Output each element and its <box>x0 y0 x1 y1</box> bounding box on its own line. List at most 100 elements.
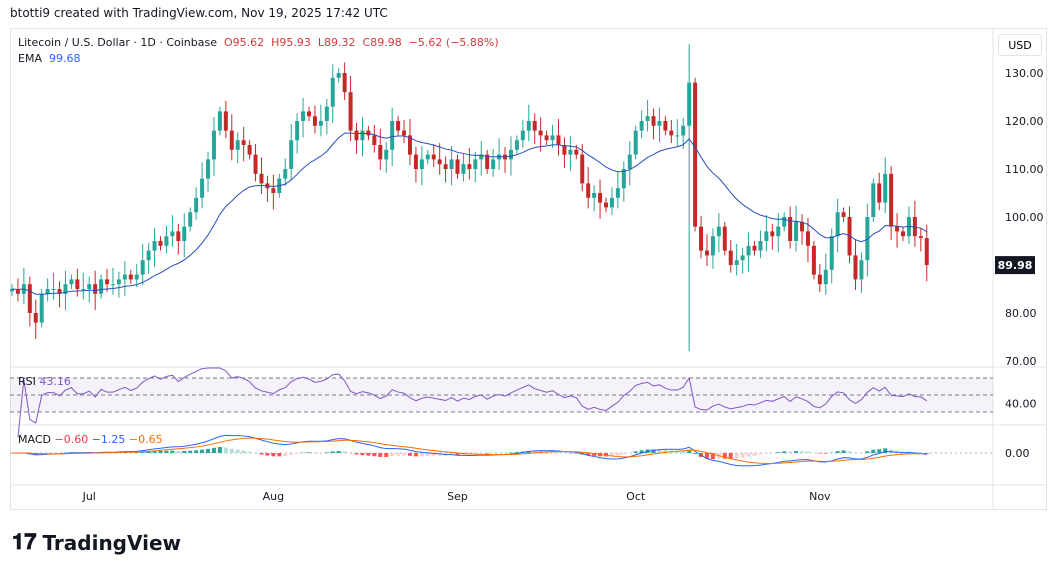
macd-hist-bar <box>200 449 205 453</box>
symbol-name[interactable]: Litecoin / U.S. Dollar · 1D · Coinbase <box>18 36 217 49</box>
symbol-legend: Litecoin / U.S. Dollar · 1D · Coinbase O… <box>18 35 499 67</box>
candle <box>805 217 810 263</box>
candle-body <box>336 73 341 78</box>
candle <box>740 247 745 274</box>
candle <box>152 227 157 267</box>
macd-hist-bar <box>164 450 169 453</box>
macd-hist-bar <box>764 453 769 454</box>
candle-body <box>105 279 110 285</box>
candle <box>794 205 799 252</box>
candle <box>586 167 591 209</box>
macd-hist-bar <box>235 449 240 453</box>
candle <box>817 264 822 292</box>
macd-hist-bar <box>265 453 270 456</box>
price-tick: 80.00 <box>1005 307 1037 320</box>
candle <box>211 117 216 176</box>
candle-body <box>93 284 98 294</box>
candle-body <box>366 130 371 136</box>
candle <box>752 241 757 256</box>
open-value: O95.62 <box>223 36 265 49</box>
candle-body <box>378 145 383 160</box>
macd-hist-bar <box>188 450 193 453</box>
macd-label[interactable]: MACD <box>18 433 51 446</box>
candle <box>728 240 733 273</box>
candle <box>835 198 840 253</box>
chart-frame[interactable] <box>10 28 1047 510</box>
macd-hist-bar <box>734 453 739 459</box>
candle-body <box>348 92 353 131</box>
time-tick: Oct <box>626 490 646 503</box>
macd-hist-bar <box>217 447 222 453</box>
candle <box>710 228 715 269</box>
candle-body <box>609 197 614 208</box>
macd-hist-bar <box>823 453 828 454</box>
candle-body <box>431 154 436 160</box>
macd-tick: 0.00 <box>1005 447 1030 460</box>
candle <box>615 171 620 209</box>
candle <box>289 123 294 180</box>
candle <box>146 242 151 274</box>
macd-hist-bar <box>455 453 460 456</box>
candle-body <box>895 226 900 232</box>
rsi-label[interactable]: RSI <box>18 375 36 388</box>
macd-hist-bar <box>746 453 751 457</box>
candle-body <box>841 212 846 217</box>
candle <box>532 113 537 145</box>
macd-hist-bar <box>152 450 157 453</box>
candle-body <box>206 159 211 179</box>
price-tick: 110.00 <box>1005 163 1044 176</box>
price-tick: 120.00 <box>1005 115 1044 128</box>
candle <box>461 153 466 182</box>
macd-hist-bar <box>871 449 876 453</box>
candle <box>396 116 401 136</box>
candle-body <box>75 279 80 289</box>
candle-body <box>746 245 751 256</box>
macd-hist-bar <box>805 451 810 453</box>
candle-body <box>776 226 781 237</box>
macd-hist-bar <box>146 451 151 453</box>
candle <box>99 274 104 299</box>
candle-body <box>69 279 74 285</box>
macd-hist-bar <box>800 451 805 453</box>
macd-hist-bar <box>336 451 341 453</box>
macd-hist-bar <box>396 453 401 456</box>
candle <box>342 62 347 100</box>
candle <box>271 174 276 210</box>
candle <box>859 252 864 293</box>
macd-hist-bar <box>556 452 561 453</box>
candle <box>604 197 608 213</box>
macd-hist-bar <box>485 453 490 454</box>
ema-label[interactable]: EMA <box>18 52 42 65</box>
candle-body <box>764 231 769 241</box>
candle <box>550 124 555 148</box>
candle-body <box>176 231 181 241</box>
macd-hist-bar <box>794 451 799 453</box>
candle-body <box>663 121 668 131</box>
candle <box>39 289 44 328</box>
candle-body <box>883 173 888 203</box>
candle-body <box>865 217 870 261</box>
macd-hist-bar <box>609 453 614 457</box>
candle <box>176 223 181 255</box>
macd-hist-bar <box>710 453 715 460</box>
candle <box>301 97 306 138</box>
candle <box>378 128 383 170</box>
candle-body <box>651 116 656 126</box>
candle <box>663 116 668 136</box>
candle-body <box>122 274 127 280</box>
candle-body <box>33 313 38 323</box>
candle-body <box>901 231 905 237</box>
candle-body <box>811 245 816 275</box>
currency-button[interactable]: USD <box>998 34 1042 56</box>
macd-hist-bar <box>883 448 888 453</box>
candle <box>105 268 110 292</box>
candle <box>485 149 490 174</box>
candle-body <box>396 121 401 131</box>
macd-hist-bar <box>532 450 537 453</box>
candle <box>562 137 567 169</box>
macd-hist-bar <box>479 453 484 454</box>
candle <box>366 125 371 141</box>
candle <box>669 120 674 144</box>
candle <box>45 278 50 302</box>
